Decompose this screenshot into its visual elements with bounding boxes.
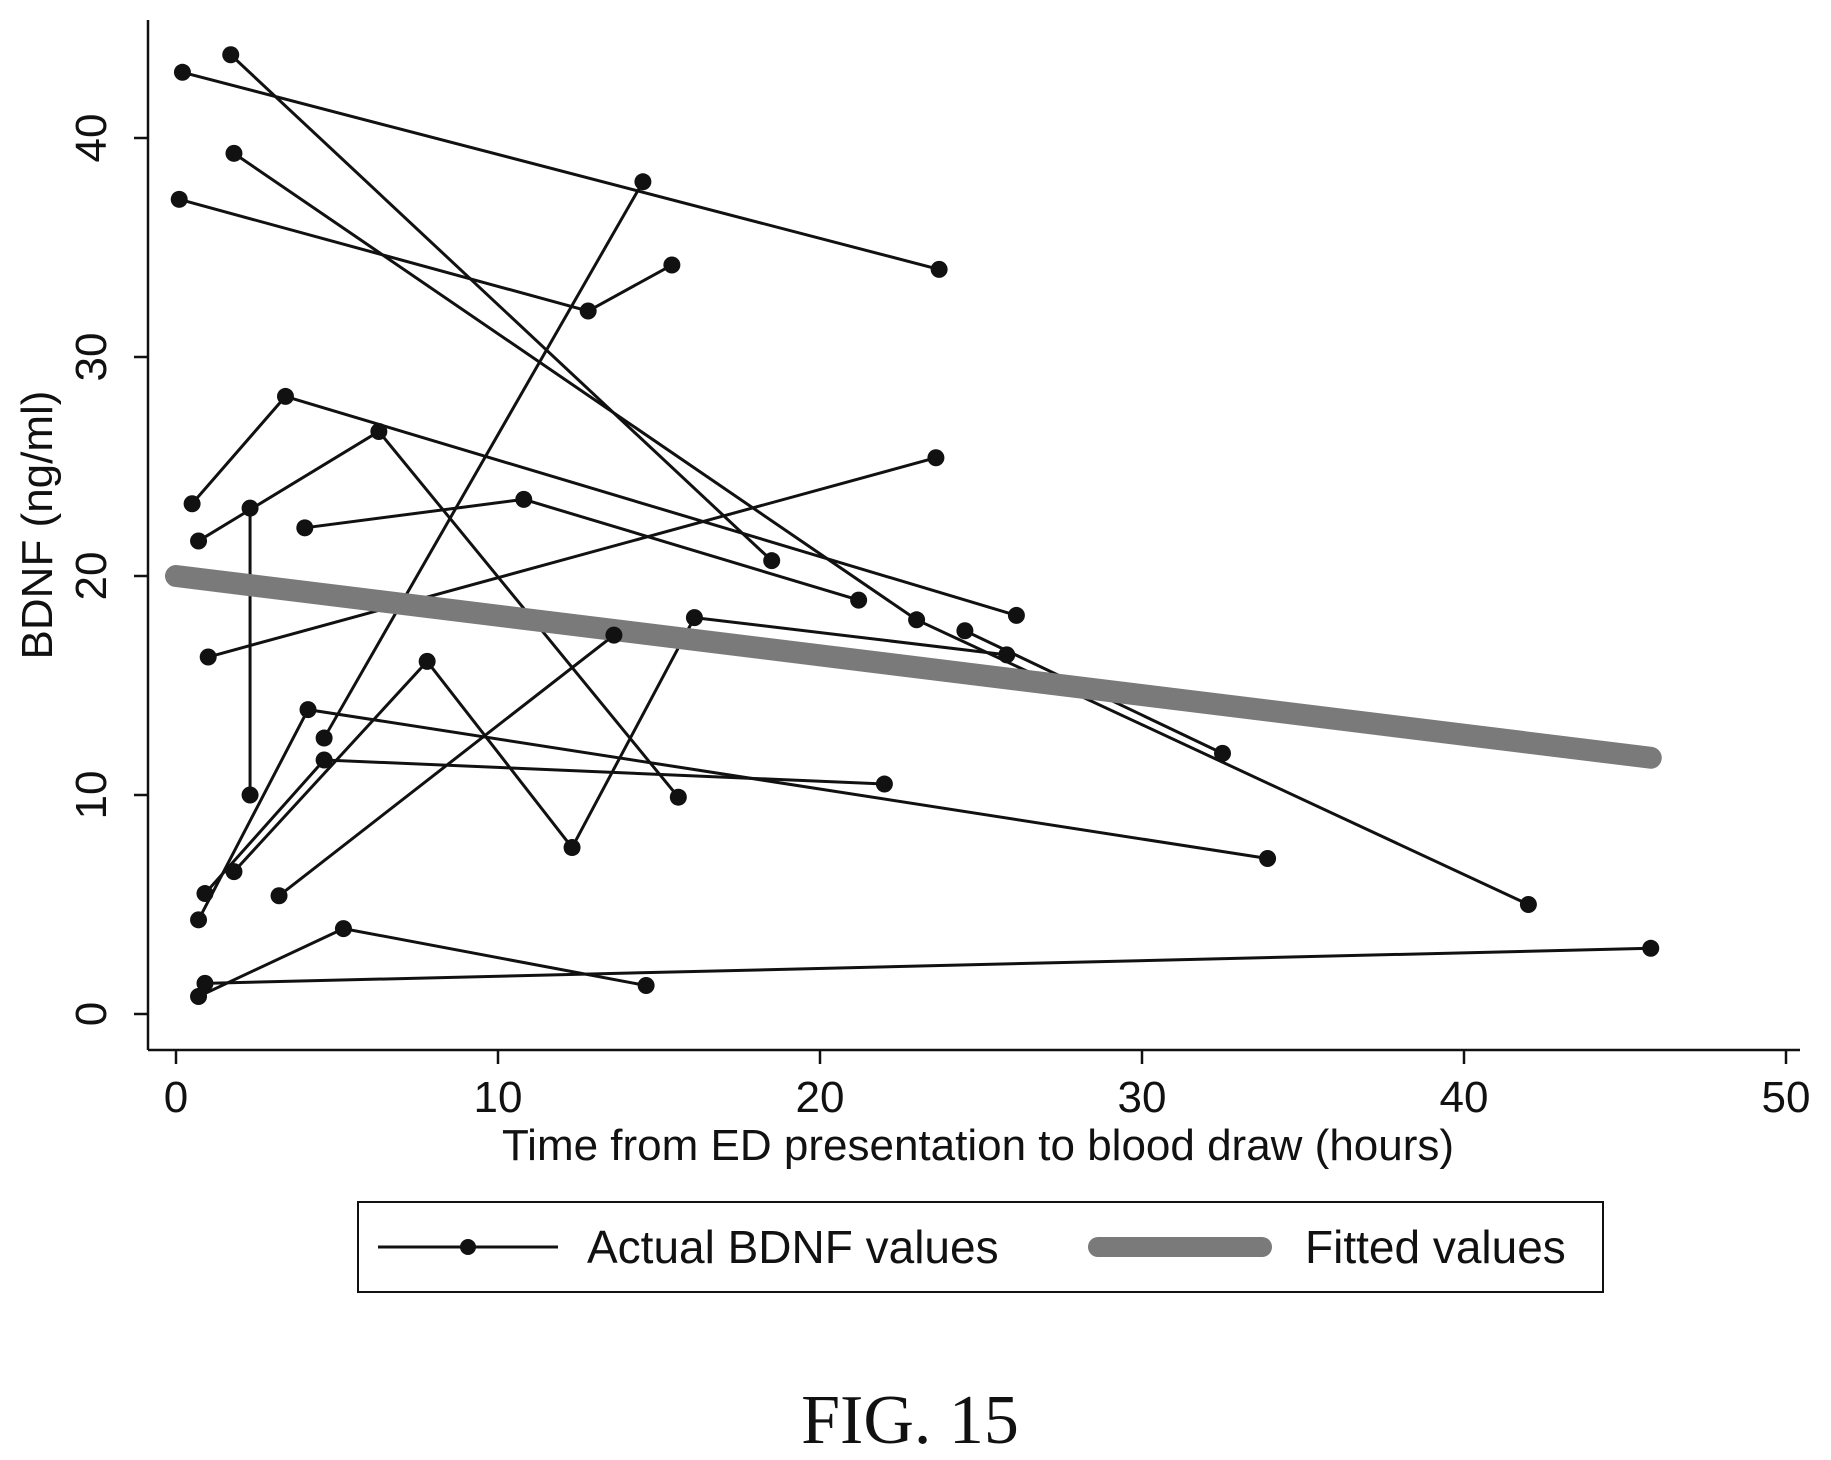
x-tick-label-4: 40 [1440, 1073, 1489, 1122]
actual-line-3 [178, 197, 673, 313]
legend-label-fitted: Fitted values [1305, 1221, 1566, 1273]
figure-label: FIG. 15 [801, 1382, 1019, 1459]
actual-point-3-2 [663, 256, 681, 274]
actual-line-1 [229, 53, 773, 562]
actual-point-13-1 [299, 701, 317, 719]
actual-point-12-0 [270, 887, 288, 905]
actual-point-7-1 [515, 490, 533, 508]
actual-point-7-0 [296, 519, 314, 537]
actual-point-3-1 [579, 302, 597, 320]
actual-point-0-1 [930, 260, 948, 278]
actual-point-15-0 [196, 974, 214, 992]
actual-point-11-3 [685, 609, 703, 627]
actual-point-14-2 [637, 977, 655, 995]
y-tick-label-4: 40 [67, 114, 116, 163]
actual-point-7-2 [850, 591, 868, 609]
actual-point-10-1 [315, 751, 333, 769]
actual-point-13-0 [190, 911, 208, 929]
actual-point-15-1 [1642, 939, 1660, 957]
y-axis-title: BDNF (ng/ml) [13, 391, 62, 660]
y-tick-label-2: 20 [67, 552, 116, 601]
actual-point-13-2 [1259, 850, 1277, 868]
axes [146, 20, 1800, 1052]
actual-point-11-4 [998, 646, 1016, 664]
legend-box [357, 1201, 1604, 1293]
actual-line-12 [278, 633, 615, 897]
actual-point-3-0 [170, 190, 188, 208]
actual-point-14-1 [334, 920, 352, 938]
actual-line-13 [197, 708, 1268, 921]
actual-point-8-1 [927, 449, 945, 467]
x-tick-label-3: 30 [1118, 1073, 1167, 1122]
actual-point-2-1 [908, 611, 926, 629]
actual-line-8 [207, 456, 937, 659]
x-tick-label-1: 10 [474, 1073, 523, 1122]
actual-point-10-2 [875, 775, 893, 793]
actual-point-16-0 [956, 622, 974, 640]
actual-point-11-2 [563, 839, 581, 857]
actual-point-1-0 [222, 46, 240, 64]
plot-area [165, 46, 1662, 1005]
actual-point-6-1 [241, 786, 259, 804]
y-tick-label-1: 10 [67, 771, 116, 820]
x-tick-label-5: 50 [1762, 1073, 1811, 1122]
legend-swatch-actual-marker [460, 1239, 476, 1255]
actual-point-6-0 [241, 499, 259, 517]
actual-point-4-1 [276, 387, 294, 405]
actual-point-0-0 [173, 63, 191, 81]
actual-point-5-2 [669, 788, 687, 806]
actual-line-7 [304, 497, 860, 602]
actual-point-5-0 [190, 532, 208, 550]
x-axis-title: Time from ED presentation to blood draw … [502, 1121, 1454, 1170]
actual-line-14 [197, 927, 647, 998]
ticks: 0 10 20 30 40 50 0 10 20 30 40 [67, 114, 1810, 1122]
actual-point-9-0 [315, 729, 333, 747]
actual-point-5-1 [370, 422, 388, 440]
legend: Actual BDNF values Fitted values [357, 1201, 1604, 1293]
y-tick-label-3: 30 [67, 333, 116, 382]
actual-point-11-0 [225, 863, 243, 881]
actual-point-9-1 [634, 173, 652, 191]
actual-point-8-0 [199, 648, 217, 666]
actual-point-4-2 [1007, 606, 1025, 624]
actual-point-2-0 [225, 144, 243, 162]
actual-line-9 [322, 181, 645, 739]
legend-label-actual: Actual BDNF values [587, 1221, 999, 1273]
actual-point-12-1 [605, 626, 623, 644]
actual-point-10-0 [196, 885, 214, 903]
actual-point-1-1 [763, 552, 781, 570]
x-tick-label-0: 0 [164, 1073, 188, 1122]
actual-point-4-0 [183, 495, 201, 513]
actual-point-2-2 [1519, 896, 1537, 913]
actual-point-14-0 [190, 987, 208, 1005]
x-tick-label-2: 20 [796, 1073, 845, 1122]
fitted-line [165, 565, 1662, 769]
y-tick-label-0: 0 [67, 1002, 116, 1026]
actual-point-11-1 [418, 652, 436, 670]
actual-point-16-1 [1214, 744, 1231, 762]
actual-line-0 [182, 70, 940, 271]
actual-line-15 [204, 946, 1651, 985]
